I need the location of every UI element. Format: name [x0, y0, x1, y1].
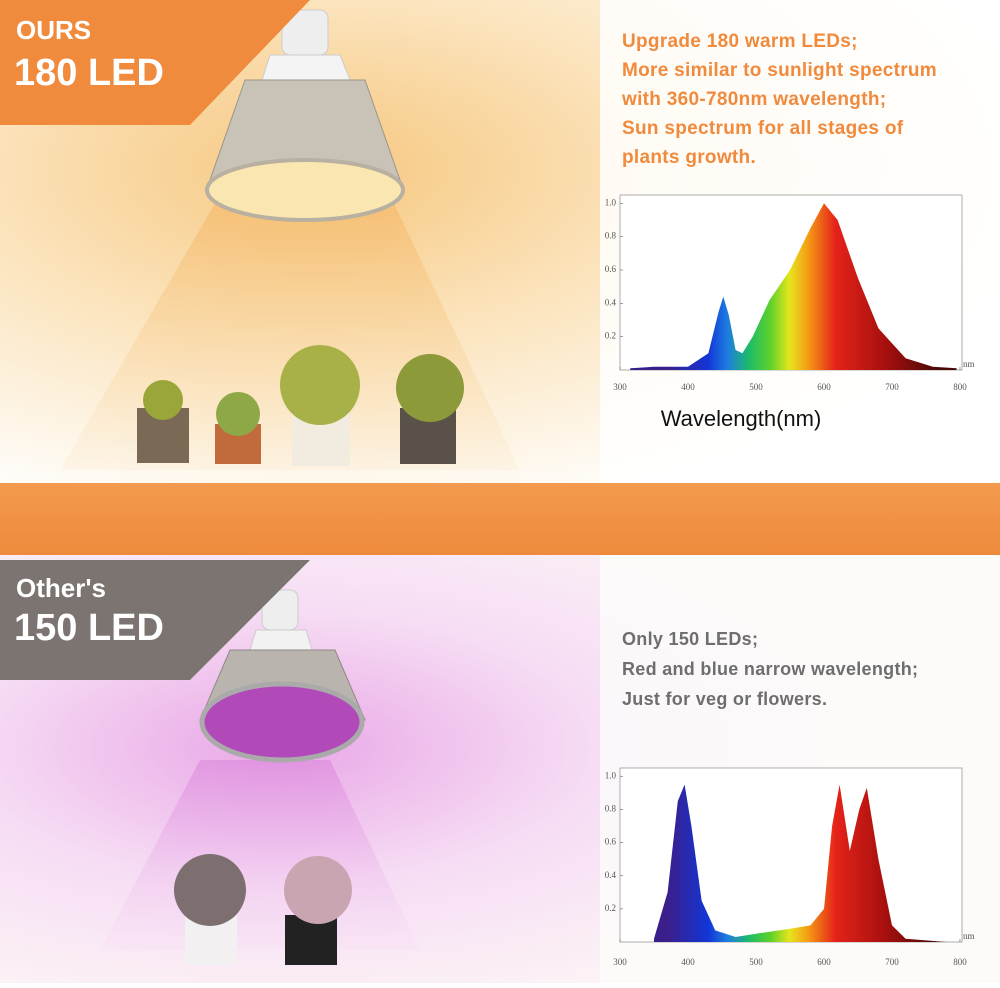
- y-tick-label: 0.6: [605, 837, 617, 847]
- x-tick-label: 300: [613, 957, 627, 967]
- y-tick-label: 0.6: [605, 264, 617, 274]
- description-line: Sun spectrum for all stages of: [622, 118, 904, 139]
- y-tick-label: 0.2: [605, 903, 616, 913]
- y-tick-label: 0.8: [605, 231, 617, 241]
- label-badge: [0, 0, 310, 125]
- description-line: Red and blue narrow wavelength;: [622, 659, 918, 679]
- x-tick-label: 700: [885, 957, 899, 967]
- bulb-purple: [199, 589, 366, 763]
- x-tick-label: 400: [681, 382, 695, 392]
- description-line: Only 150 LEDs;: [622, 629, 758, 649]
- x-axis-label: Wavelength(nm): [661, 406, 822, 431]
- description-line: plants growth.: [622, 147, 756, 168]
- y-tick-label: 0.2: [605, 331, 616, 341]
- y-tick-label: 0.4: [605, 870, 617, 880]
- y-tick-label: 0.4: [605, 297, 617, 307]
- description-line: Just for veg or flowers.: [622, 689, 827, 709]
- x-tick-label: 600: [817, 382, 831, 392]
- x-tick-label: 800: [953, 957, 967, 967]
- y-tick-label: 0.8: [605, 803, 617, 813]
- x-tick-label: 500: [749, 382, 763, 392]
- label-line: Other's: [16, 573, 106, 603]
- label-badge: [0, 560, 310, 680]
- x-unit: nm: [963, 931, 975, 941]
- spectrum-area: [653, 784, 947, 942]
- spectrum-area: [630, 203, 957, 370]
- y-tick-label: 1.0: [605, 197, 617, 207]
- x-tick-label: 800: [953, 382, 967, 392]
- divider-band: [0, 483, 1000, 555]
- x-unit: nm: [963, 359, 975, 369]
- plants-bottom: [174, 854, 352, 965]
- x-tick-label: 600: [817, 957, 831, 967]
- x-tick-label: 700: [885, 382, 899, 392]
- label-line: 180 LED: [14, 52, 164, 94]
- plants-top: [137, 345, 464, 466]
- description-line: Upgrade 180 warm LEDs;: [622, 31, 858, 52]
- description-line: with 360-780nm wavelength;: [621, 89, 886, 110]
- label-line: OURS: [16, 15, 91, 45]
- description-line: More similar to sunlight spectrum: [622, 60, 937, 81]
- label-line: 150 LED: [14, 607, 164, 649]
- x-tick-label: 400: [681, 957, 695, 967]
- x-tick-label: 500: [749, 957, 763, 967]
- bulb-warm: [205, 9, 405, 222]
- x-tick-label: 300: [613, 382, 627, 392]
- y-tick-label: 1.0: [605, 770, 617, 780]
